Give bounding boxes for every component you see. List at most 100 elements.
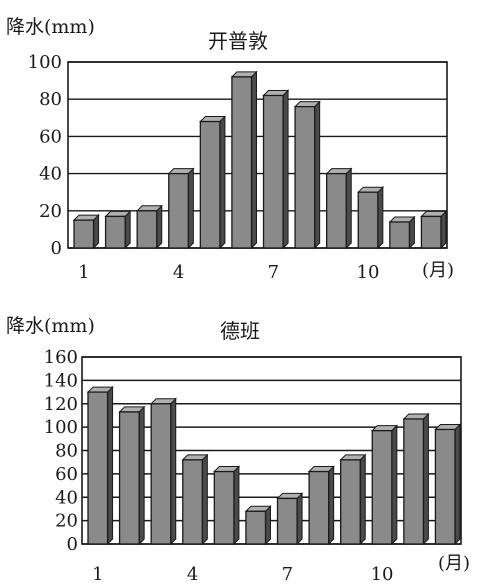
bar-top [339,454,367,461]
bar-month-4 [168,172,189,249]
chart-durban-ylabel: 降水(mm) [6,315,95,337]
y-tick-label: 120 [44,394,78,415]
bar-side [359,453,366,546]
bar-month-10 [357,191,379,249]
bar-month-1 [87,391,109,545]
y-tick-label: 0 [51,238,62,259]
x-tick-label: 1 [92,564,103,584]
bar-month-4 [182,459,203,545]
bar-month-3 [150,403,172,545]
x-tick-label: 10 [371,564,394,584]
bar-month-11 [389,221,411,249]
bar-top [230,71,258,78]
bar-side [314,100,321,250]
bar-top [325,168,353,175]
bar-side [345,167,352,250]
y-tick-label: 40 [39,164,62,185]
bar-month-6 [231,76,253,249]
chart-cape-town-title: 开普敦 [208,29,268,53]
y-tick-label: 20 [39,201,62,222]
bar-top [434,423,462,430]
bar-top [371,425,399,432]
bar-side [422,412,429,546]
plot-frame [81,356,462,545]
bar-top [181,454,209,461]
x-tick-label: 1 [78,262,89,283]
y-tick-label: 80 [39,89,62,110]
bar-side [282,89,289,250]
x-tick-label: 4 [187,564,198,584]
bar-top [167,168,195,175]
bar-side [454,423,461,546]
bar-month-11 [403,418,425,545]
bar-top [388,216,416,223]
bar-month-3 [136,210,158,249]
bar-month-7 [276,497,298,545]
bar-side [138,405,145,546]
bar-month-12 [420,215,442,249]
chart-cape-town-ylabel: 降水(mm) [6,16,95,38]
bar-side [440,210,447,250]
bar-side [296,492,303,546]
bar-top [135,205,163,212]
bar-month-5 [199,120,221,249]
bar-month-8 [294,105,316,249]
bar-top [357,186,385,193]
bar-top [244,505,272,512]
bar-side [219,115,226,250]
y-tick-label: 60 [39,126,62,147]
bar-month-9 [326,172,347,249]
bar-top [307,466,335,473]
bar-top [86,386,114,393]
bar-side [391,424,398,546]
bar-top [118,406,146,413]
bar-side [201,453,208,546]
bar-top [149,398,177,405]
x-tick-label: 7 [282,564,293,584]
bar-month-12 [434,428,456,545]
bar-top [293,101,321,108]
bar-month-2 [118,411,140,545]
bar-month-8 [308,470,330,545]
bar-side [107,385,114,546]
bar-month-9 [340,459,361,545]
y-tick-label: 100 [44,417,78,438]
y-tick-label: 160 [44,347,78,368]
x-tick-label: 10 [357,262,380,283]
bar-month-1 [73,219,95,249]
bar-top [420,210,448,217]
bar-side [124,210,131,250]
bar-side [377,185,384,250]
bar-side [170,397,177,546]
bar-top [72,214,100,221]
y-tick-label: 0 [67,534,78,555]
bar-side [328,465,335,546]
bar-side [233,465,240,546]
bar-top [199,116,227,123]
bar-top [213,466,241,473]
bar-top [262,89,290,96]
bar-side [156,204,163,250]
x-tick-label: 7 [268,262,279,283]
y-tick-label: 40 [55,487,78,508]
plot-frame [67,61,448,249]
bar-top [402,413,430,420]
bar-month-6 [245,510,267,545]
x-tick-label: 4 [173,262,184,283]
y-tick-label: 60 [55,464,78,485]
bar-month-5 [213,470,235,545]
bar-top [276,492,304,499]
y-tick-label: 100 [28,52,62,73]
chart-cape-town: 降水(mm) 开普敦 (月) 0 20 40 60 80 100 1 4 7 10 [6,16,454,283]
bar-month-2 [104,215,126,249]
chart-cape-town-xlabel: (月) [422,260,454,281]
chart-durban-title: 德班 [220,319,260,343]
bar-month-10 [371,429,393,545]
y-tick-label: 80 [55,441,78,462]
bar-side [264,505,271,546]
chart-durban-xlabel: (月) [438,553,470,574]
bar-side [187,167,194,250]
y-tick-label: 20 [55,511,78,532]
